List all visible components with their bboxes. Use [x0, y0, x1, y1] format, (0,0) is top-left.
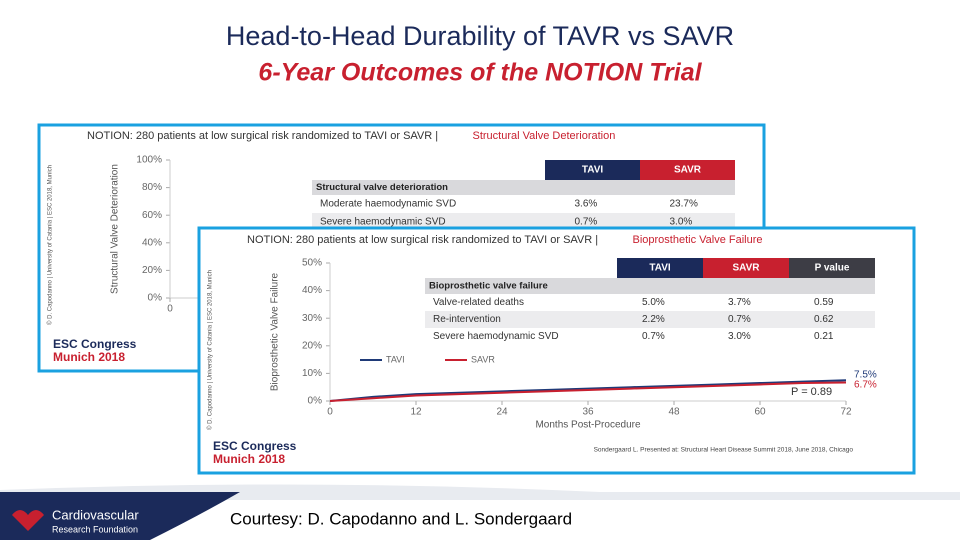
- y-tick-label: 40%: [302, 285, 322, 296]
- footer-shadow: [0, 484, 960, 500]
- y-tick-label: 0%: [148, 293, 163, 304]
- logo-text: Cardiovascular: [52, 507, 139, 522]
- table-row: [425, 294, 875, 311]
- courtesy: Courtesy: D. Capodanno and L. Sondergaar…: [230, 509, 572, 528]
- x-axis-label: Months Post-Procedure: [535, 420, 640, 431]
- table-header-cell: [703, 258, 789, 278]
- side-note: © D. Capodanno | University of Catania |…: [47, 165, 54, 325]
- table-cell: 0.7%: [642, 331, 665, 342]
- y-tick-label: 50%: [302, 258, 322, 269]
- table-row-label: Severe haemodynamic SVD: [433, 331, 559, 342]
- logo-text: ESC Congress: [213, 439, 297, 453]
- table-cell: 2.2%: [642, 314, 665, 325]
- panel-title: NOTION: 280 patients at low surgical ris…: [247, 234, 598, 246]
- end-label: 7.5%: [854, 370, 877, 381]
- table-row: [425, 311, 875, 328]
- table-cell: 0.7%: [728, 314, 751, 325]
- citation: Sondergaard L. Presented at: Structural …: [594, 447, 854, 454]
- y-tick-label: 20%: [142, 265, 162, 276]
- table-row: [312, 195, 735, 213]
- x-tick-label: 0: [327, 407, 333, 418]
- table-cell: 0.62: [814, 314, 834, 325]
- footer-band: [0, 492, 240, 540]
- series-line: [329, 379, 847, 402]
- table-row-label: Moderate haemodynamic SVD: [320, 199, 456, 210]
- y-tick-label: 0%: [308, 396, 323, 407]
- logo-text: Munich 2018: [213, 452, 285, 466]
- table-section-row: [425, 278, 875, 294]
- table-row-label: Re-intervention: [433, 314, 501, 325]
- x-tick-label: 48: [668, 407, 680, 418]
- x-tick-label: 60: [754, 407, 766, 418]
- end-label: 6.7%: [854, 380, 877, 391]
- table-cell: 0.7%: [575, 217, 598, 228]
- panel-title: NOTION: 280 patients at low surgical ris…: [87, 130, 438, 142]
- annotation: P = 0.89: [791, 386, 832, 398]
- x-tick-label: 72: [840, 407, 852, 418]
- table-header-cell: [640, 160, 735, 180]
- logo-text: Research Foundation: [52, 524, 138, 534]
- table-header-cell: [789, 258, 875, 278]
- table-header: SAVR: [732, 263, 760, 274]
- side-note: © D. Capodanno | University of Catania |…: [207, 270, 214, 430]
- y-tick-label: 20%: [302, 340, 322, 351]
- table-section: Bioprosthetic valve failure: [429, 281, 548, 292]
- panel-subtitle: Structural Valve Deterioration: [473, 130, 616, 142]
- logo-heart: [12, 510, 44, 531]
- table-header-cell: [545, 160, 640, 180]
- table-header: P value: [815, 263, 850, 274]
- slide-title: Head-to-Head Durability of TAVR vs SAVR: [226, 21, 734, 51]
- table-cell: 3.0%: [728, 331, 751, 342]
- table-cell: 3.7%: [728, 297, 751, 308]
- legend-label: SAVR: [471, 354, 495, 364]
- y-tick-label: 30%: [302, 313, 322, 324]
- panel-subtitle: Bioprosthetic Valve Failure: [633, 234, 763, 246]
- table-row-label: Severe haemodynamic SVD: [320, 217, 446, 228]
- table-cell: 3.0%: [670, 217, 693, 228]
- table-cell: 3.6%: [575, 199, 598, 210]
- table-header-cell: [617, 258, 703, 278]
- table-row-label: Valve-related deaths: [433, 297, 524, 308]
- chart-panel: NOTION: 280 patients at low surgical ris…: [197, 226, 916, 475]
- table-cell: 0.21: [814, 331, 834, 342]
- table-cell: 5.0%: [642, 297, 665, 308]
- table-section-row: [312, 180, 735, 195]
- y-tick-label: 10%: [302, 368, 322, 379]
- table-header: TAVI: [649, 263, 671, 274]
- y-tick-label: 100%: [136, 155, 162, 166]
- slide-subtitle: 6-Year Outcomes of the NOTION Trial: [258, 59, 702, 87]
- x-tick-label: 12: [410, 407, 422, 418]
- x-tick-label: 24: [496, 407, 508, 418]
- table-cell: 0.59: [814, 297, 834, 308]
- table-row: [425, 328, 875, 345]
- y-tick-label: 60%: [142, 210, 162, 221]
- logo-text: ESC Congress: [53, 337, 137, 351]
- y-axis-label: Bioprosthetic Valve Failure: [270, 272, 281, 391]
- x-tick-label: 36: [582, 407, 594, 418]
- legend-label: TAVI: [386, 354, 405, 364]
- y-tick-label: 80%: [142, 182, 162, 193]
- series-line: [329, 381, 847, 402]
- x-tick-label: 0: [167, 304, 173, 315]
- y-axis-label: Structural Valve Deterioration: [110, 164, 121, 294]
- table-header: TAVI: [582, 165, 604, 176]
- y-tick-label: 40%: [142, 237, 162, 248]
- logo-text: Munich 2018: [53, 350, 125, 364]
- table-header: SAVR: [674, 165, 702, 176]
- table-section: Structural valve deterioration: [316, 182, 448, 193]
- table-cell: 23.7%: [670, 199, 698, 210]
